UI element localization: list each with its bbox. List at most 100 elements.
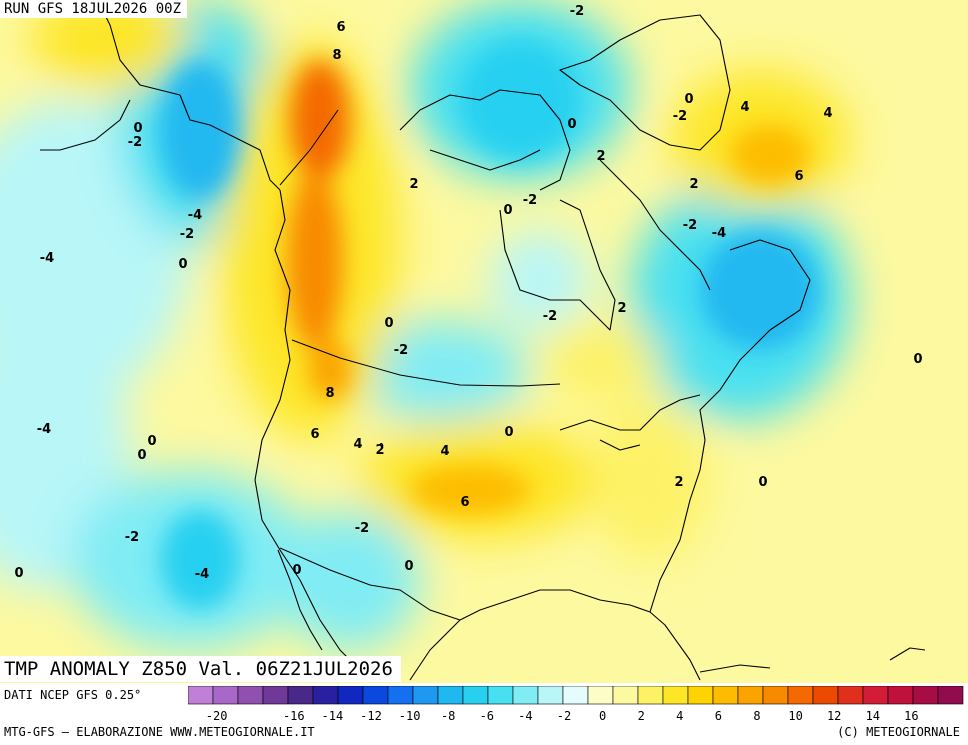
legend-swatch [337, 685, 364, 705]
legend-swatch [662, 685, 689, 705]
legend-swatch [937, 685, 964, 705]
legend-swatch [637, 685, 664, 705]
contour-label: -2 [673, 109, 687, 124]
contour-label: -4 [37, 422, 51, 437]
legend-swatch [512, 685, 539, 705]
contour-label: 0 [384, 316, 393, 331]
contour-label: 0 [14, 566, 23, 581]
political-borders [279, 109, 561, 621]
contour-label: -4 [195, 567, 209, 582]
legend-swatch [612, 685, 639, 705]
legend-tick-label: -10 [398, 709, 421, 723]
contour-label: -2 [543, 309, 557, 324]
anomaly-field [0, 0, 968, 683]
legend-swatch [462, 685, 489, 705]
contour-label: 0 [404, 559, 413, 574]
data-source-label: DATI NCEP GFS 0.25° [4, 688, 142, 702]
legend-tick-label: 10 [788, 709, 803, 723]
contour-label: -2 [683, 218, 697, 233]
contour-label: 2 [674, 475, 683, 490]
legend-tick-label: 0 [598, 709, 607, 723]
contour-label: 0 [137, 448, 146, 463]
legend-tick-label: 2 [637, 709, 645, 723]
color-legend-bar [187, 685, 964, 705]
contour-label: 2 [409, 177, 418, 192]
contour-label: 4 [353, 437, 362, 452]
contour-label: -4 [40, 251, 54, 266]
run-title: RUN GFS 18JUL2026 00Z [0, 0, 188, 18]
contour-label: 6 [336, 20, 345, 35]
contour-label: 6 [460, 495, 469, 510]
legend-swatch [437, 685, 464, 705]
legend-swatch [487, 685, 514, 705]
legend-swatch [187, 685, 214, 705]
legend-swatch [887, 685, 914, 705]
legend-tick-label: 6 [714, 709, 723, 723]
legend-swatch [862, 685, 889, 705]
legend-swatch [387, 685, 414, 705]
legend-tick-label: 12 [826, 709, 842, 723]
contour-label: -2 [180, 227, 194, 242]
legend-tick-label: -6 [479, 709, 495, 723]
contour-label: 0 [567, 117, 576, 132]
legend-tick-label: 4 [676, 709, 684, 723]
legend-tick-label: -2 [556, 709, 572, 723]
legend-swatch [287, 685, 314, 705]
legend-swatch [362, 685, 389, 705]
legend-swatch [687, 685, 714, 705]
contour-label: -2 [570, 4, 584, 19]
contour-label: -2 [355, 521, 369, 536]
contour-label: -4 [188, 208, 202, 223]
contour-label: 0 [292, 563, 301, 578]
contour-label: 2 [617, 301, 626, 316]
contour-label: 4 [823, 106, 832, 121]
coastlines [40, 4, 926, 681]
copyright-label: (C) METEOGIORNALE [837, 725, 960, 739]
contour-label: 4 [740, 100, 749, 115]
contour-label: 8 [332, 48, 341, 63]
contour-label: 0 [133, 121, 142, 136]
color-legend: -20-16-14-12-10-8-6-4-2024681012141620 [187, 685, 966, 723]
legend-swatch [237, 685, 264, 705]
legend-tick-label: -8 [440, 709, 456, 723]
contour-label: 6 [794, 169, 803, 184]
contour-label: -2 [125, 530, 139, 545]
legend-swatch [787, 685, 814, 705]
contour-label: 0 [147, 434, 156, 449]
legend-swatch [562, 685, 589, 705]
credits-label: MTG-GFS — ELABORAZIONE WWW.METEOGIORNALE… [4, 725, 315, 739]
legend-swatch [912, 685, 939, 705]
legend-tick-label: 14 [865, 709, 881, 723]
contour-label: 2 [596, 149, 605, 164]
legend-swatch [312, 685, 339, 705]
contour-label: 4 [440, 444, 449, 459]
legend-tick-label: 8 [753, 709, 761, 723]
legend-tick-label: 16 [904, 709, 919, 723]
contour-label: 2 [689, 177, 698, 192]
legend-tick-label: -4 [518, 709, 533, 723]
legend-tick-label: -16 [282, 709, 305, 723]
legend-swatch [262, 685, 289, 705]
contour-label: -4 [712, 226, 726, 241]
legend-swatch [737, 685, 764, 705]
legend-tick-label: -12 [360, 709, 382, 723]
contour-label: 8 [325, 386, 334, 401]
legend-swatch [537, 685, 564, 705]
contour-label: 0 [684, 92, 693, 107]
legend-swatch [212, 685, 239, 705]
contour-label: 0 [913, 352, 922, 367]
contour-label: -2 [128, 135, 142, 150]
legend-tick-label: -20 [205, 709, 228, 723]
contour-label: 0 [178, 257, 187, 272]
contour-label: 0 [758, 475, 767, 490]
anomaly-title: TMP ANOMALY Z850 Val. 06Z21JUL2026 [0, 656, 401, 682]
legend-swatch [812, 685, 839, 705]
legend-swatch [837, 685, 864, 705]
legend-swatch [587, 685, 614, 705]
legend-swatch [762, 685, 789, 705]
legend-tick-label: -14 [321, 709, 344, 723]
footer: DATI NCEP GFS 0.25° -20 -16 -14 -12 -10 -8 -6-… [0, 683, 968, 745]
temperature-anomaly-map: 6 8 -2 -2 -4 0 4 4 0 -2 0 2 6 2 2 0 -2 -2 -4 -4 -2 0 -2 2 0 -2 0 -4… [0, 0, 968, 683]
